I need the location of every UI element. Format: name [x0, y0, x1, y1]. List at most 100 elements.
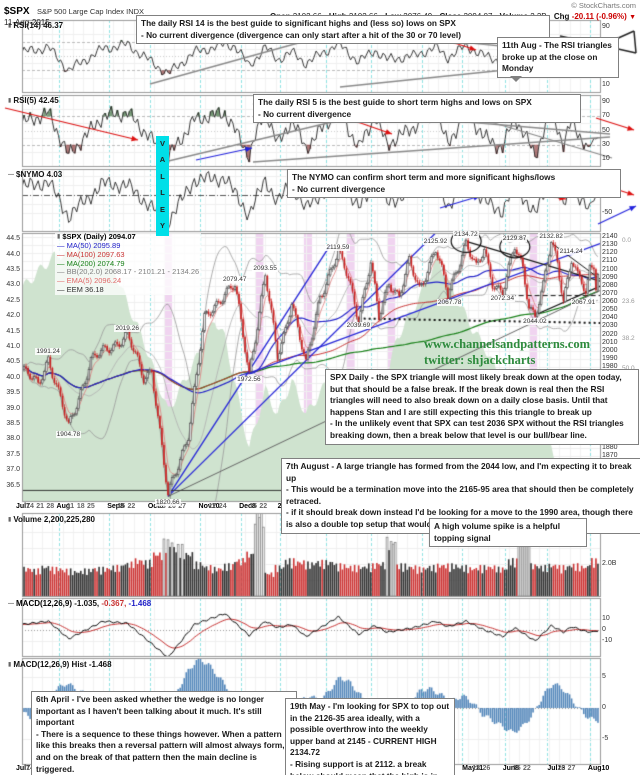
x-axis-tick: Oct6 [147, 503, 164, 510]
x-axis-tick: 17 [208, 503, 217, 510]
price-axis-tick: 2120 [602, 249, 618, 257]
marker-letter: Y [159, 221, 165, 231]
price-swing-label: 2039.69 [345, 321, 372, 329]
macd-hist-axis-tick: 0 [602, 704, 606, 711]
rsi-axis-tick: 90 [602, 23, 610, 31]
price-axis-tick: 2130 [602, 241, 618, 249]
eem-axis-tick: 40.5 [6, 358, 20, 366]
eem-axis-tick: 37.0 [6, 466, 20, 474]
price-legend-title-row: ▮ $SPX (Daily) 2094.07 [57, 232, 199, 242]
eem-axis-tick: 38.0 [6, 435, 20, 443]
x-axis-tick: 25 [86, 503, 95, 510]
x-axis-tick: 21 [36, 503, 45, 510]
price-panel-legend: ▮ $SPX (Daily) 2094.07— MA(50) 2095.89— M… [55, 232, 202, 295]
x-axis-tick: 14 [26, 503, 34, 510]
macd-panel-label: — MACD(12,26,9) -1.035, -0.367, -1.468 [8, 599, 151, 608]
x-axis-tick: 20 [557, 765, 566, 772]
indicator-icon: ▮ [8, 98, 12, 104]
indicator-icon: — [8, 601, 14, 607]
x-axis-tick: 22 [259, 503, 268, 510]
fib-retracement-label: 0.0 [622, 237, 632, 245]
macd-value: -1.035, [74, 599, 102, 608]
price-axis-tick: 2040 [602, 314, 618, 322]
rsi-axis-tick: 90 [602, 98, 610, 106]
copyright: © StockCharts.com [571, 1, 636, 10]
price-swing-label: 1991.24 [35, 347, 61, 355]
eem-axis-tick: 43.0 [6, 281, 20, 289]
price-axis-tick: 2030 [602, 322, 618, 330]
watermark: www.channelsandpatterns.com twitter: shj… [424, 337, 590, 368]
x-axis-tick: Dec8 [239, 503, 256, 510]
price-swing-label: 1820.66 [155, 499, 181, 507]
eem-axis-tick: 42.0 [6, 312, 20, 320]
price-swing-label: 2019.26 [114, 325, 140, 333]
x-axis-tick: May11 [462, 765, 484, 772]
x-axis-tick: 11 [66, 503, 75, 510]
price-swing-label: 2044.02 [522, 318, 548, 325]
fib-retracement-label: 23.6 [622, 297, 635, 305]
indicator-icon: ▮ [8, 23, 12, 29]
price-swing-label: 2067.78 [436, 298, 463, 306]
macd-axis-tick: 0 [602, 626, 606, 633]
x-axis-tick: 27 [178, 503, 187, 510]
macd-hist-axis-tick: 5 [602, 673, 606, 680]
eem-axis-tick: 42.5 [6, 296, 20, 304]
price-swing-label: 1904.78 [55, 431, 82, 439]
x-axis-tick: 13 [157, 503, 166, 510]
chg-label: Chg [553, 12, 570, 21]
indicator-icon: ▮ [8, 517, 12, 523]
annotation-rsi14: The daily RSI 14 is the best guide to si… [136, 15, 550, 45]
macd-value: -1.468 [128, 599, 152, 608]
eem-axis-tick: 44.0 [6, 250, 20, 258]
price-swing-label: 2079.47 [221, 276, 248, 284]
x-axis-tick: Aug [56, 503, 71, 510]
price-axis-tick: 2100 [602, 265, 618, 273]
price-axis-tick: 2020 [602, 330, 618, 338]
price-swing-label: 2119.59 [325, 243, 351, 251]
x-axis-tick: Jun8 [502, 765, 520, 772]
x-axis-tick: 28 [46, 503, 55, 510]
x-axis-tick: 24 [218, 503, 227, 510]
marker-letter: V [159, 139, 165, 148]
annotation-19th-may: 19th May - I'm looking for SPX to top ou… [285, 698, 455, 775]
rsi14-panel-label: ▮ RSI(14) 46.37 [8, 21, 64, 30]
price-axis-tick: 2050 [602, 306, 618, 314]
macd-hist-panel-label: ▮ MACD(12,26,9) Hist -1.468 [8, 660, 112, 669]
price-swing-label: 2129.87 [501, 235, 528, 243]
price-axis-tick: 2090 [602, 273, 618, 281]
price-panel-title: $SPX (Daily) 2094.07 [62, 232, 136, 241]
rsi5-panel-label: ▮ RSI(5) 42.45 [8, 96, 59, 105]
fib-retracement-label: 50.0 [622, 365, 635, 372]
eem-axis-tick: 43.5 [6, 265, 20, 273]
volume-panel-label: ▮ Volume 2,200,225,280 [8, 515, 95, 524]
x-axis-tick: 15 [512, 765, 521, 772]
rsi-axis-tick: 70 [602, 112, 610, 120]
symbol: $SPX [4, 6, 30, 17]
x-axis-tick: Jul13 [547, 765, 566, 772]
indicator-icon: ▮ [8, 662, 12, 668]
price-swing-label: 2134.72 [453, 231, 479, 239]
marker-letter: E [159, 204, 165, 214]
price-swing-label: 2067.91 [570, 298, 597, 306]
x-axis-tick: 15 [249, 503, 258, 510]
price-axis-tick: 1980 [602, 363, 618, 370]
price-axis-tick: 2110 [602, 257, 618, 265]
price-swing-label: 2093.55 [252, 264, 278, 272]
price-axis-tick: 2080 [602, 281, 618, 289]
price-axis-tick: 2140 [602, 233, 618, 241]
price-swing-label: 1972.56 [236, 376, 262, 384]
fib-retracement-label: 38.2 [622, 334, 635, 342]
marker-letter: L [160, 171, 165, 181]
rsi-axis-tick: 10 [602, 154, 610, 162]
down-triangle-icon: ▼ [629, 14, 636, 21]
eem-axis-tick: 41.0 [6, 342, 20, 350]
symbol-description: S&P 500 Large Cap Index INDX [37, 7, 145, 16]
macd-hist-axis-tick: -5 [602, 735, 609, 742]
eem-axis-tick: 37.5 [6, 450, 20, 458]
eem-axis-tick: 40.0 [6, 373, 20, 381]
nymo-axis-tick: -50 [602, 208, 613, 216]
price-axis-tick: 1990 [602, 354, 618, 362]
price-axis-tick: 2010 [602, 338, 618, 346]
indicator-icon: — [8, 172, 14, 178]
watermark-twitter: twitter: shjackcharts [424, 352, 536, 367]
